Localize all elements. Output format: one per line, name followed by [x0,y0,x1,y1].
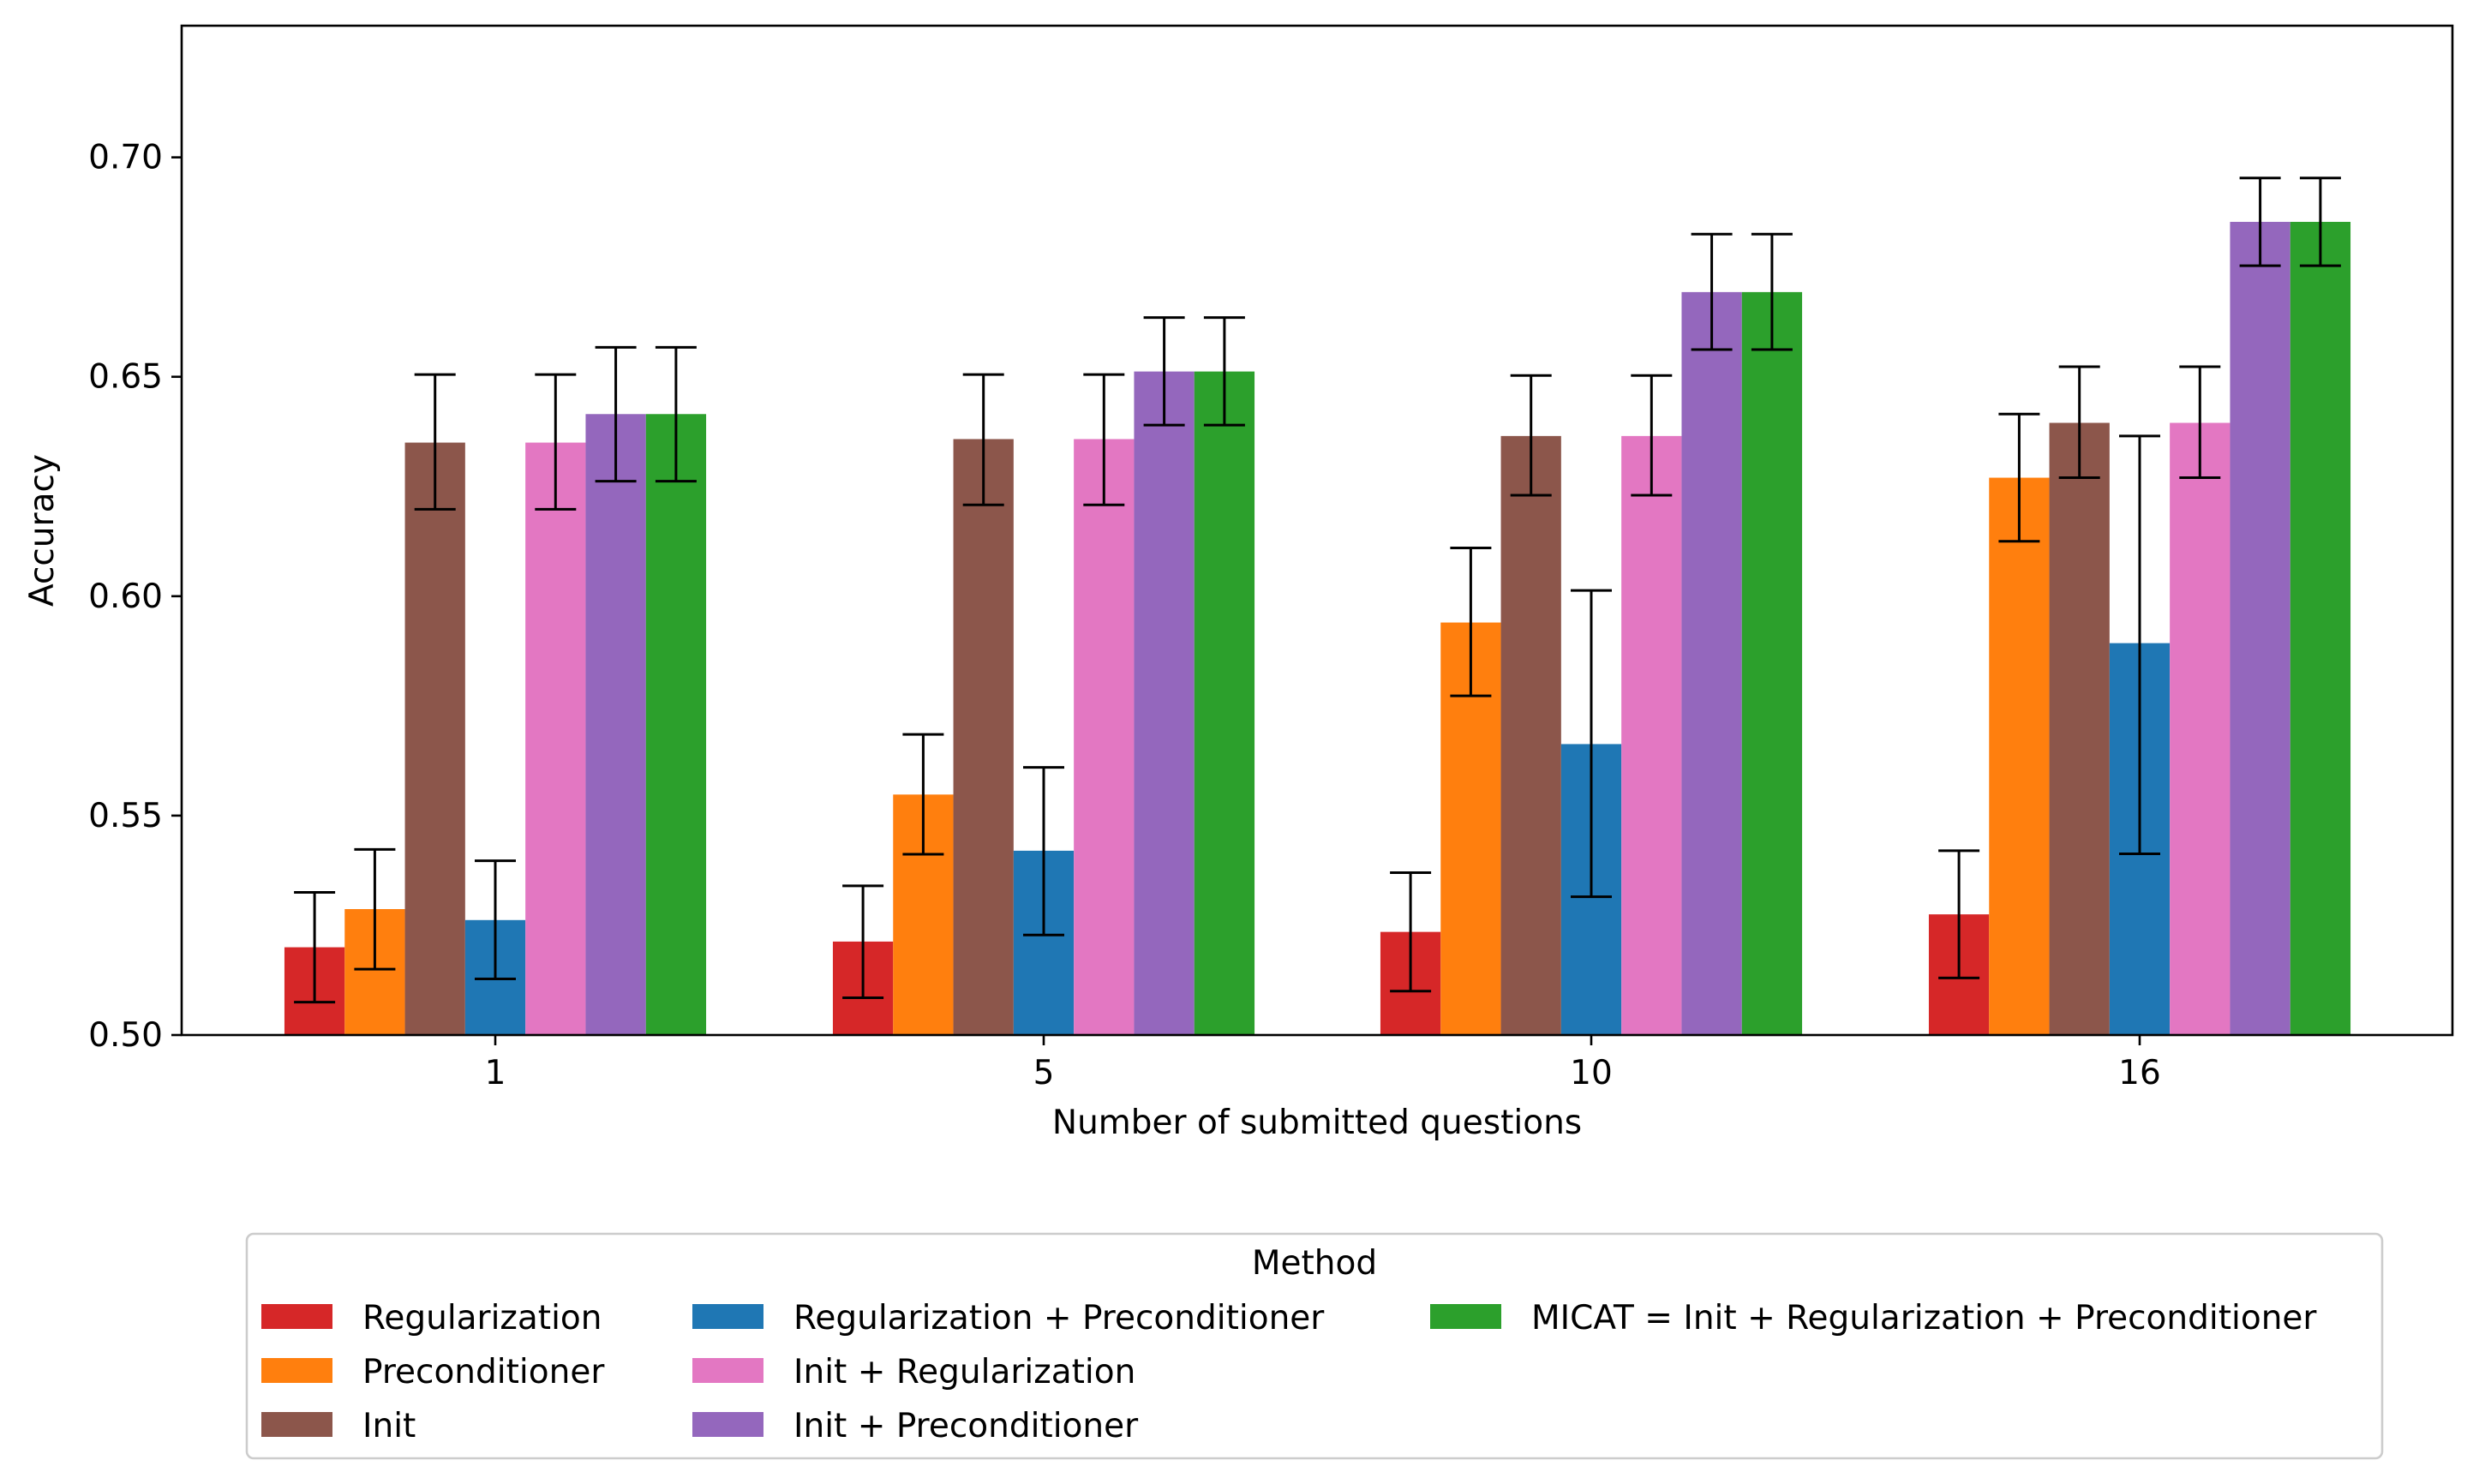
legend-label: Init + Regularization [793,1353,1135,1391]
legend-label: Init [362,1407,416,1445]
x-tick-label: 10 [1570,1054,1613,1092]
bar [2049,422,2110,1035]
x-tick-label: 16 [2118,1054,2161,1092]
x-tick-label: 5 [1033,1054,1055,1092]
bar [953,439,1014,1035]
bar [525,442,586,1035]
bar [2230,221,2290,1035]
legend-swatch [692,1412,763,1437]
bar [1741,291,1803,1035]
bar [1134,371,1195,1036]
bars-layer [284,221,2351,1036]
legend-swatch [261,1358,332,1383]
error-bars-layer [294,177,2341,1004]
legend-swatch [692,1358,763,1383]
legend-label: Regularization [362,1299,602,1337]
legend-swatch [261,1412,332,1437]
y-tick-label: 0.50 [88,1016,163,1055]
bar [2170,422,2230,1035]
legend: Method RegularizationPreconditionerInitR… [245,1232,2384,1460]
axes-layer: 0.50 0.55 0.60 0.65 0.70 1 5 10 16 [88,139,2161,1092]
bar [1194,371,1255,1036]
legend-items: Regularization Preconditioner Init Regulari… [261,1299,2317,1445]
bar [1621,435,1682,1035]
legend-label: Preconditioner [362,1353,605,1391]
legend-swatch [261,1304,332,1329]
x-axis-label: Number of submitted questions [1052,1104,1582,1142]
x-tick-label: 1 [485,1054,506,1092]
bar [1681,291,1742,1035]
legend-label: MICAT = Init + Regularization + Precondi… [1531,1299,2317,1337]
legend-swatch [1430,1304,1501,1329]
legend-title: Method [1252,1244,1377,1283]
y-tick-label: 0.65 [88,358,163,397]
bar [404,442,465,1035]
bar [645,414,707,1035]
legend-label: Init + Preconditioner [793,1407,1139,1445]
bar [585,414,646,1035]
bar [2290,221,2351,1035]
y-axis-label: Accuracy [23,454,62,607]
legend-label: Regularization + Preconditioner [793,1299,1325,1337]
y-tick-label: 0.70 [88,139,163,177]
bar [1989,477,2050,1035]
plot-area-frame [180,24,2454,1037]
legend-box [245,1232,2384,1460]
bar [1074,439,1135,1035]
bar [1500,435,1561,1035]
y-tick-label: 0.55 [88,797,163,835]
legend-swatch [692,1304,763,1329]
y-tick-label: 0.60 [88,577,163,616]
